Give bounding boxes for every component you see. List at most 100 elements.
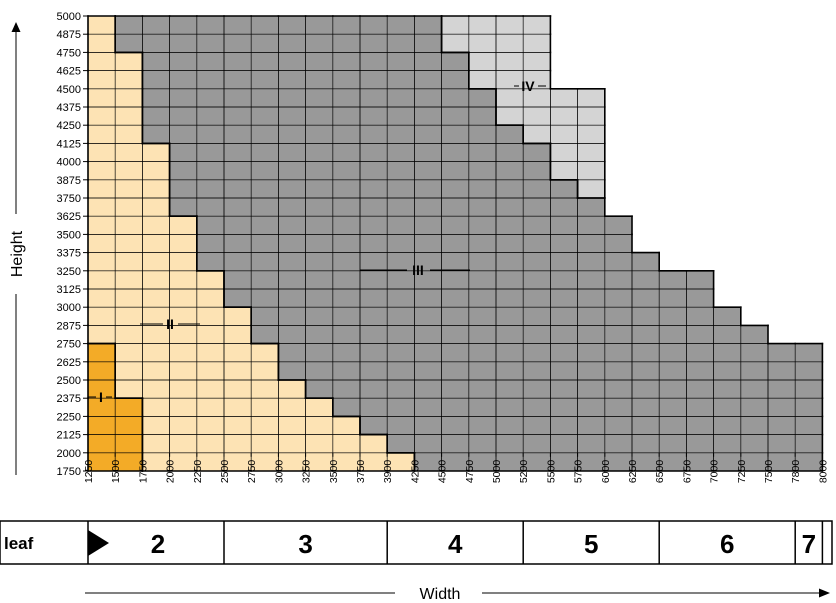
grid-cell (142, 216, 170, 235)
grid-cell (278, 88, 306, 107)
x-tick-label: 7250 (736, 460, 748, 484)
grid-cell (251, 34, 279, 53)
grid-cell (468, 161, 496, 180)
grid-cell (88, 234, 116, 253)
grid-cell (686, 398, 714, 417)
grid-cell (414, 16, 442, 35)
grid-cell (523, 307, 551, 326)
grid-cell (387, 380, 415, 399)
x-tick-label: 3250 (301, 460, 313, 484)
grid-cell (142, 107, 170, 126)
grid-cell (278, 234, 306, 253)
grid-cell (278, 107, 306, 126)
grid-cell (441, 52, 469, 71)
grid-cell (115, 434, 143, 453)
grid-cell (468, 52, 496, 71)
grid-cell (332, 416, 360, 435)
grid-cell (251, 380, 279, 399)
grid-cell (550, 398, 578, 417)
grid-cell (115, 307, 143, 326)
grid-cell (115, 52, 143, 71)
grid-cell (414, 125, 442, 144)
grid-cell (496, 398, 524, 417)
grid-cell (196, 107, 224, 126)
grid-cell (740, 325, 768, 344)
grid-cell (169, 416, 197, 435)
grid-cell (332, 343, 360, 362)
grid-cell (768, 398, 796, 417)
y-tick-label: 4625 (57, 66, 81, 78)
x-tick-label: 1750 (137, 460, 149, 484)
grid-cell (523, 107, 551, 126)
grid-cell (713, 416, 741, 435)
grid-cell (142, 234, 170, 253)
y-tick-label: 3125 (57, 284, 81, 296)
leaf-number: 2 (151, 529, 165, 559)
zone-label-ii: II (166, 316, 174, 332)
grid-cell (332, 70, 360, 89)
grid-cell (115, 216, 143, 235)
grid-cell (142, 361, 170, 380)
grid-cell (224, 161, 252, 180)
y-tick-label: 1750 (57, 466, 81, 478)
x-axis: 1250 1500 1750 2000 2250 2500 2750 3000 3250 3500… (83, 452, 829, 484)
grid-cell (278, 70, 306, 89)
x-tick-label: 3750 (355, 460, 367, 484)
grid-cell (496, 416, 524, 435)
grid-cell (224, 361, 252, 380)
grid-cell (169, 289, 197, 308)
grid-cell (115, 270, 143, 289)
x-tick-label: 7800 (790, 460, 802, 484)
grid-cell (142, 52, 170, 71)
grid-cell (142, 380, 170, 399)
grid-cell (224, 234, 252, 253)
grid-cell (496, 361, 524, 380)
grid-cell (305, 34, 333, 53)
grid-cell (468, 416, 496, 435)
grid-cell (686, 361, 714, 380)
grid-cell (88, 143, 116, 162)
grid-cell (88, 107, 116, 126)
grid-cell (88, 380, 116, 399)
y-tick-label: 5000 (57, 11, 81, 23)
grid-cell (360, 289, 388, 308)
grid-cell (496, 325, 524, 344)
grid-cell (523, 452, 551, 471)
grid-cell (360, 380, 388, 399)
grid-cell (496, 216, 524, 235)
grid-cell (414, 216, 442, 235)
grid-cell (795, 343, 823, 362)
grid-cell (523, 88, 551, 107)
grid-cell (441, 434, 469, 453)
y-tick-label: 4750 (57, 47, 81, 59)
grid-cell (496, 270, 524, 289)
grid-cell (305, 398, 333, 417)
grid-cell (224, 107, 252, 126)
grid-cell (169, 434, 197, 453)
grid-cell (686, 380, 714, 399)
grid-cell (468, 125, 496, 144)
grid-cell (387, 125, 415, 144)
grid-cell (224, 216, 252, 235)
grid-cell (88, 70, 116, 89)
grid-cell (196, 234, 224, 253)
grid-cell (795, 361, 823, 380)
grid-cell (305, 88, 333, 107)
grid-cell (115, 361, 143, 380)
grid-cell (604, 416, 632, 435)
grid-cell (332, 125, 360, 144)
grid-cell (305, 179, 333, 198)
grid-cell (88, 343, 116, 362)
grid-cell (305, 361, 333, 380)
x-tick-label: 6250 (627, 460, 639, 484)
grid-cell (523, 179, 551, 198)
grid-cell (686, 270, 714, 289)
grid-cell (142, 289, 170, 308)
grid-cell (523, 52, 551, 71)
grid-cell (251, 252, 279, 271)
grid-cell (251, 161, 279, 180)
grid-cell (441, 88, 469, 107)
grid-cell (305, 52, 333, 71)
grid-cell (441, 398, 469, 417)
grid-cell (523, 361, 551, 380)
